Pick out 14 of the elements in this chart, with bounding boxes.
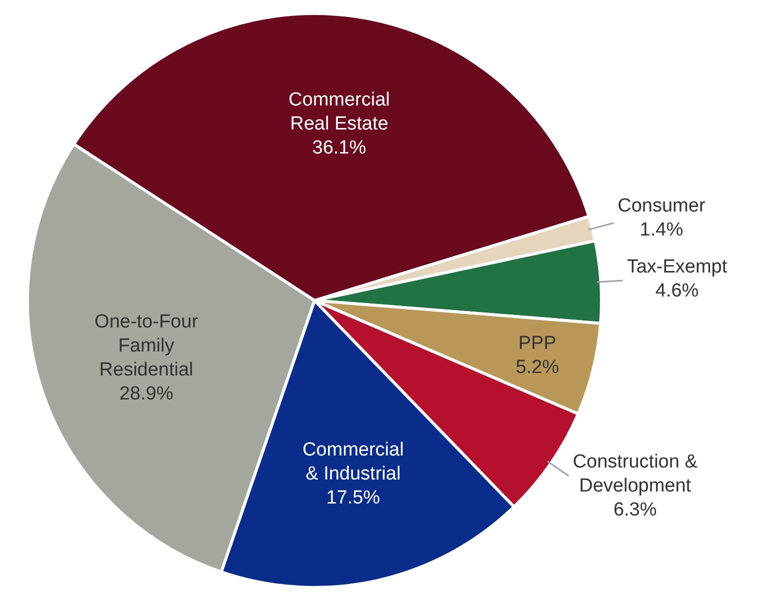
data-label: 6.3%	[613, 500, 657, 521]
slice-label: Commercial Real Estate	[288, 90, 390, 135]
data-label: 17.5%	[326, 487, 380, 508]
data-label: 36.1%	[312, 138, 366, 159]
slice-label: Tax-Exempt	[626, 256, 728, 278]
slice-label: Construction & Development	[572, 452, 698, 497]
slice-label: One-to-Four Family Residential	[94, 312, 199, 381]
data-label: 5.2%	[516, 356, 560, 378]
slice-label: Consumer	[618, 196, 706, 217]
data-label: 1.4%	[640, 220, 684, 241]
data-label: 28.9%	[119, 384, 174, 405]
data-label: 4.6%	[655, 280, 699, 302]
slice-label: PPP	[518, 332, 556, 354]
slice-label: Commercial & Industrial	[302, 439, 404, 484]
